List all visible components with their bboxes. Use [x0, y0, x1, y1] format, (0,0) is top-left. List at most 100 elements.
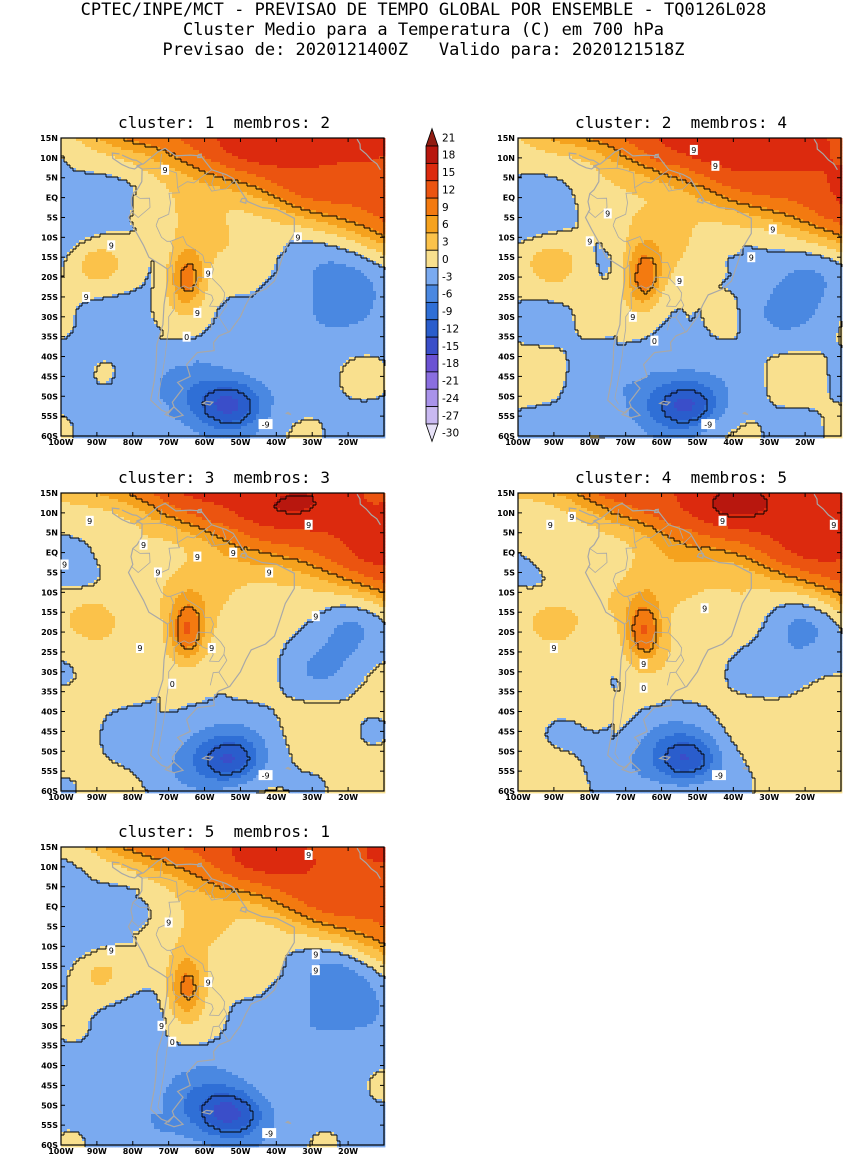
field-cell: [376, 138, 380, 142]
field-cell: [283, 261, 287, 265]
field-cell: [166, 201, 170, 205]
field-cell: [334, 153, 338, 157]
field-cell: [73, 171, 77, 175]
field-cell: [223, 252, 227, 256]
field-cell: [202, 171, 206, 175]
field-cell: [319, 201, 323, 205]
field-cell: [85, 219, 89, 223]
field-cell: [181, 231, 185, 235]
field-cell: [310, 189, 314, 193]
field-cell: [265, 198, 269, 202]
field-cell: [262, 186, 266, 190]
field-cell: [334, 168, 338, 172]
field-cell: [370, 234, 374, 238]
field-cell: [358, 237, 362, 241]
field-cell: [238, 270, 242, 274]
field-cell: [121, 144, 125, 148]
field-cell: [91, 174, 95, 178]
field-cell: [136, 150, 140, 154]
field-cell: [70, 189, 74, 193]
field-cell: [91, 270, 95, 274]
field-cell: [205, 246, 209, 250]
field-cell: [268, 228, 272, 232]
field-cell: [79, 261, 83, 265]
field-cell: [370, 171, 374, 175]
field-cell: [94, 219, 98, 223]
field-cell: [214, 159, 218, 163]
field-cell: [352, 177, 356, 181]
field-cell: [268, 162, 272, 166]
field-cell: [277, 195, 281, 199]
field-cell: [118, 213, 122, 217]
field-cell: [307, 249, 311, 253]
field-cell: [127, 222, 131, 226]
field-cell: [265, 234, 269, 238]
field-cell: [247, 159, 251, 163]
field-cell: [172, 255, 176, 259]
field-cell: [112, 156, 116, 160]
field-cell: [328, 150, 332, 154]
field-cell: [148, 261, 152, 265]
field-cell: [88, 252, 92, 256]
field-cell: [346, 264, 350, 268]
field-cell: [292, 273, 296, 277]
field-cell: [136, 198, 140, 202]
field-cell: [298, 147, 302, 151]
field-cell: [364, 177, 368, 181]
field-cell: [61, 201, 65, 205]
field-cell: [283, 216, 287, 220]
field-cell: [298, 252, 302, 256]
field-cell: [376, 147, 380, 151]
field-cell: [136, 243, 140, 247]
field-cell: [259, 231, 263, 235]
field-cell: [379, 147, 383, 151]
field-cell: [247, 195, 251, 199]
field-cell: [103, 243, 107, 247]
field-cell: [307, 192, 311, 196]
field-cell: [247, 192, 251, 196]
field-cell: [106, 150, 110, 154]
field-cell: [184, 159, 188, 163]
field-cell: [196, 222, 200, 226]
field-cell: [367, 141, 371, 145]
field-cell: [262, 219, 266, 223]
field-cell: [352, 186, 356, 190]
field-cell: [109, 216, 113, 220]
field-cell: [172, 219, 176, 223]
field-cell: [256, 237, 260, 241]
field-cell: [151, 192, 155, 196]
field-cell: [319, 246, 323, 250]
field-cell: [187, 228, 191, 232]
field-cell: [205, 243, 209, 247]
field-cell: [235, 237, 239, 241]
field-cell: [337, 252, 341, 256]
field-cell: [289, 141, 293, 145]
field-cell: [313, 240, 317, 244]
field-cell: [253, 180, 257, 184]
field-cell: [274, 159, 278, 163]
field-cell: [70, 150, 74, 154]
field-cell: [124, 252, 128, 256]
field-cell: [265, 168, 269, 172]
field-cell: [169, 195, 173, 199]
field-cell: [190, 162, 194, 166]
field-cell: [64, 210, 68, 214]
field-cell: [247, 273, 251, 277]
field-cell: [133, 180, 137, 184]
field-cell: [193, 237, 197, 241]
field-cell: [82, 204, 86, 208]
field-cell: [193, 174, 197, 178]
field-cell: [112, 168, 116, 172]
field-cell: [289, 183, 293, 187]
field-cell: [184, 246, 188, 250]
field-cell: [370, 192, 374, 196]
field-cell: [223, 186, 227, 190]
field-cell: [295, 171, 299, 175]
field-cell: [319, 165, 323, 169]
field-cell: [118, 204, 122, 208]
field-cell: [64, 180, 68, 184]
field-cell: [175, 243, 179, 247]
field-cell: [316, 246, 320, 250]
field-cell: [169, 234, 173, 238]
field-cell: [154, 219, 158, 223]
